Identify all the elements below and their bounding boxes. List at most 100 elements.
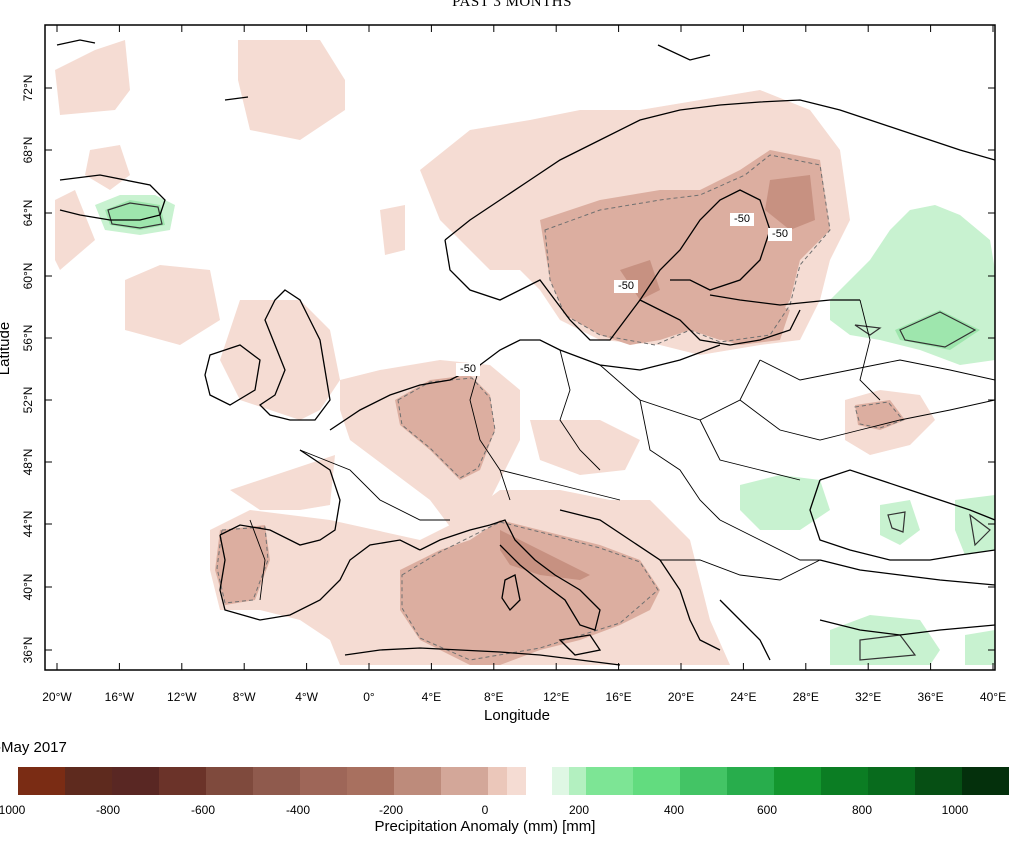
coast-ireland: [204, 344, 261, 406]
latitude-ticks: 72°N 68°N 64°N 60°N 56°N 52°N 48°N 44°N 40°N 36°N: [21, 75, 995, 664]
colorbar-swatch-wet: [821, 767, 868, 795]
colorbar-swatch-wet: [962, 767, 1009, 795]
coast-svalbard: [224, 44, 711, 101]
lon-tick-label: 12°W: [167, 690, 197, 704]
colorbar-tick-label: 1000: [942, 803, 969, 817]
coast-black-sea: [809, 469, 995, 561]
colorbar-tick-label: -1000: [0, 803, 26, 817]
colorbar-tick-label: 400: [664, 803, 684, 817]
anomaly-patch-crimea: [880, 500, 920, 545]
contour-label-bg: [614, 280, 638, 293]
colorbar-swatch-wet: [552, 767, 569, 795]
colorbar: [18, 767, 1009, 795]
anomaly-patch-norwegian-sea: [238, 40, 345, 140]
plot-frame: [44, 24, 996, 671]
colorbar-tick-label: -400: [286, 803, 310, 817]
anomaly-patch-biscay: [230, 455, 335, 510]
coastlines: [56, 39, 995, 666]
anomaly-patch-romania: [740, 475, 830, 530]
colorbar-swatch-dry: [347, 767, 394, 795]
colorbar-swatch-dry: [112, 767, 159, 795]
colorbar-swatch-dry: [206, 767, 253, 795]
lon-tick-label: 8°E: [484, 690, 503, 704]
colorbar-swatch-dry: [18, 767, 65, 795]
colorbar-ticks: -1000 -800 -600 -400 -200 0 200 400 600 800 1000: [0, 803, 969, 817]
lon-tick-label: 8°W: [233, 690, 256, 704]
colorbar-swatch-dry: [159, 767, 206, 795]
colorbar-swatch-wet: [586, 767, 633, 795]
lat-tick-label: 56°N: [21, 325, 35, 352]
coast-iceland: [59, 174, 166, 221]
colorbar-title: Precipitation Anomaly (mm) [mm]: [374, 818, 596, 835]
colorbar-swatch-wet: [633, 767, 680, 795]
y-axis-label: Latitude: [0, 321, 14, 376]
coast-greenland: [56, 39, 96, 46]
lat-tick-label: 68°N: [21, 137, 35, 164]
colorbar-swatch-dry: [394, 767, 441, 795]
wet-contours: [107, 202, 991, 661]
lon-tick-label: 4°E: [422, 690, 441, 704]
lat-tick-label: 44°N: [21, 511, 35, 538]
lat-tick-label: 72°N: [21, 75, 35, 102]
colorbar-tick-label: -600: [191, 803, 215, 817]
coast-france-west: [219, 449, 341, 546]
anomaly-patch-levant: [965, 630, 995, 665]
colorbar-swatch-dry: [441, 767, 488, 795]
anomaly-patch-atlantic: [125, 265, 220, 345]
contour-labels: -50 -50 -50 -50: [456, 213, 792, 376]
contour-label: -50: [460, 363, 476, 375]
anomaly-patch-caucasus: [955, 495, 995, 555]
map-title: PAST 3 MONTHS: [452, 0, 572, 10]
coast-continent-north: [329, 339, 721, 431]
colorbar-swatch-wet: [569, 767, 586, 795]
coast-bothnia: [639, 189, 771, 301]
contour-label: -50: [772, 228, 788, 240]
colorbar-tick-label: -200: [379, 803, 403, 817]
date-label: -May 2017: [0, 739, 67, 756]
lon-tick-label: 20°E: [668, 690, 694, 704]
lat-tick-label: 64°N: [21, 200, 35, 227]
anomaly-mid-wet: [105, 200, 980, 350]
anomaly-patch-finland-core: [765, 175, 815, 230]
contour-label: -50: [734, 213, 750, 225]
colorbar-swatch-wet: [727, 767, 774, 795]
colorbar-tick-label: 800: [852, 803, 872, 817]
anomaly-patch-iberia-west: [215, 525, 270, 605]
anomaly-patch-north-sea: [380, 205, 405, 255]
colorbar-swatch-wet: [868, 767, 915, 795]
coast-finland-gulf: [709, 294, 860, 306]
lon-tick-label: 16°E: [606, 690, 632, 704]
coast-scandinavia-south: [444, 239, 801, 346]
lon-tick-label: 0°: [363, 690, 375, 704]
colorbar-swatch-dry: [253, 767, 300, 795]
lon-tick-label: 40°E: [980, 690, 1006, 704]
anomaly-patch-north-atlantic: [55, 190, 95, 270]
lon-tick-label: 36°E: [918, 690, 944, 704]
coast-north-africa: [344, 647, 621, 666]
lat-tick-label: 40°N: [21, 574, 35, 601]
lon-tick-label: 20°W: [42, 690, 72, 704]
coast-greece: [719, 599, 771, 661]
coast-italy: [489, 519, 601, 631]
anomaly-patch-iceland-south: [85, 145, 130, 190]
coast-britain: [258, 289, 331, 421]
anomaly-patch-greenland-sea: [55, 40, 130, 115]
colorbar-swatch-wet: [774, 767, 821, 795]
contour-label: -50: [618, 280, 634, 292]
colorbar-tick-label: 0: [482, 803, 489, 817]
lat-tick-label: 36°N: [21, 637, 35, 664]
lat-tick-label: 52°N: [21, 387, 35, 414]
colorbar-swatch-dry: [65, 767, 112, 795]
colorbar-tick-label: 200: [569, 803, 589, 817]
anomaly-patch-iceland-core: [105, 200, 165, 230]
colorbar-swatch-wet: [680, 767, 727, 795]
lat-tick-label: 60°N: [21, 263, 35, 290]
lon-tick-label: 16°W: [105, 690, 135, 704]
colorbar-swatch-zero: [526, 767, 552, 795]
contour-label-bg: [730, 213, 754, 226]
colorbar-tick-label: 600: [757, 803, 777, 817]
country-borders: [249, 299, 995, 601]
anomaly-patch-britain: [220, 300, 340, 420]
coast-iberia: [219, 534, 421, 621]
